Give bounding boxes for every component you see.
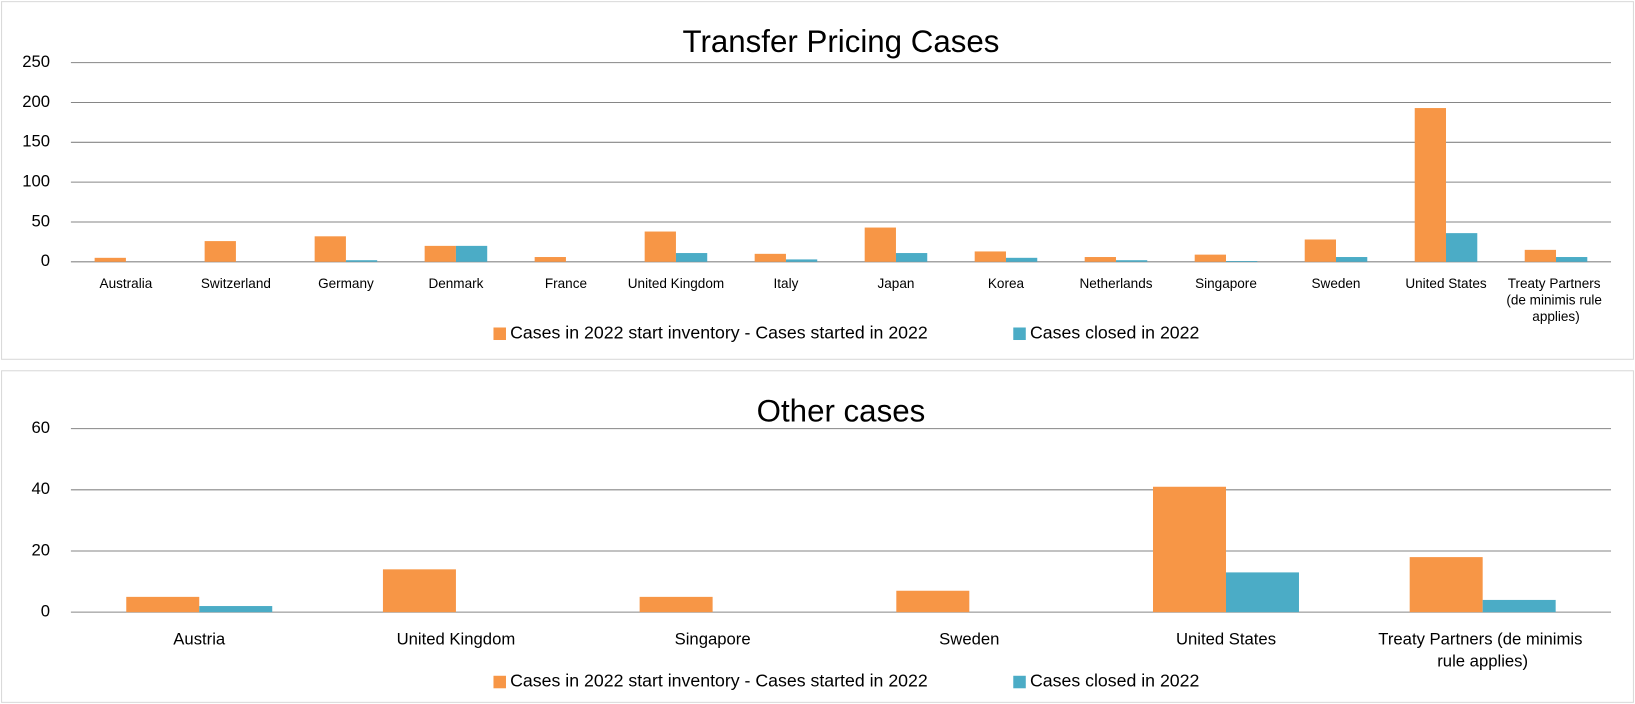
y-tick-label: 0 [41, 251, 50, 270]
y-tick-label: 150 [22, 132, 50, 151]
bar [126, 596, 200, 613]
x-tick-label: Austria [173, 629, 226, 648]
bar [1225, 572, 1299, 613]
bar [534, 257, 566, 262]
x-tick-label: United Kingdom [628, 276, 724, 291]
bar [864, 227, 896, 262]
x-tick-label: Singapore [675, 629, 751, 648]
x-tick-label: Singapore [1195, 276, 1257, 291]
x-tick-label: Germany [318, 276, 374, 291]
bar [1194, 254, 1226, 262]
bar [382, 569, 456, 613]
y-tick-label: 40 [32, 479, 51, 498]
chart-frame [1, 1, 1634, 360]
y-tick-label: 60 [32, 418, 51, 437]
legend-label: Cases in 2022 start inventory - Cases st… [510, 322, 928, 342]
bar [1225, 261, 1258, 262]
x-tick-label: Denmark [428, 276, 483, 291]
x-tick-label: Switzerland [201, 276, 271, 291]
bar [1304, 239, 1336, 262]
x-tick-label: Netherlands [1079, 276, 1152, 291]
x-tick-label: France [545, 276, 587, 291]
bar [314, 236, 346, 262]
x-tick-label: United States [1405, 276, 1487, 291]
x-tick-label: Australia [100, 276, 153, 291]
bar [345, 260, 378, 262]
bar [644, 231, 676, 262]
bar [204, 241, 236, 262]
x-tick-label: United States [1176, 629, 1276, 648]
y-tick-label: 50 [32, 211, 51, 230]
x-tick-label: Sweden [939, 629, 999, 648]
chart-title: Transfer Pricing Cases [683, 24, 1000, 59]
y-tick-label: 0 [41, 602, 50, 621]
bar [754, 253, 786, 262]
chart-title: Other cases [757, 393, 926, 428]
x-tick-label: Italy [774, 276, 799, 291]
bar [1556, 257, 1588, 262]
y-tick-label: 250 [22, 52, 50, 71]
bar [895, 253, 928, 262]
bar [675, 253, 708, 262]
bar [1005, 257, 1038, 262]
legend-label: Cases closed in 2022 [1030, 671, 1199, 691]
bar [1115, 260, 1148, 262]
bar [1409, 557, 1483, 613]
x-tick-label: Treaty Partners (de minimis rule applies… [1378, 629, 1587, 670]
legend-swatch [493, 675, 506, 689]
bar [1482, 599, 1556, 613]
x-tick-label: United Kingdom [397, 629, 516, 648]
bar [1152, 486, 1226, 613]
bar [1524, 249, 1557, 262]
y-tick-label: 20 [32, 540, 51, 559]
bar [1446, 233, 1478, 262]
legend-swatch [1013, 327, 1026, 341]
x-tick-label: Korea [988, 276, 1025, 291]
bar [785, 259, 818, 262]
bar [1084, 257, 1116, 262]
legend-label: Cases in 2022 start inventory - Cases st… [510, 671, 928, 691]
bar [1335, 257, 1368, 262]
x-tick-label: Sweden [1312, 276, 1361, 291]
legend-label: Cases closed in 2022 [1030, 322, 1199, 342]
bar [896, 590, 970, 613]
legend-swatch [1013, 675, 1026, 689]
bar [455, 245, 488, 262]
bar [199, 606, 273, 613]
x-tick-label: Treaty Partners (de minimis rule applies… [1506, 276, 1605, 324]
bar [974, 251, 1006, 262]
bar [424, 245, 456, 262]
chart-frame [1, 370, 1634, 703]
legend-swatch [493, 327, 506, 341]
y-tick-label: 100 [22, 172, 50, 191]
bar [1414, 108, 1447, 262]
bar [639, 596, 713, 613]
x-tick-label: Japan [878, 276, 915, 291]
y-tick-label: 200 [22, 92, 50, 111]
bar [94, 257, 126, 262]
